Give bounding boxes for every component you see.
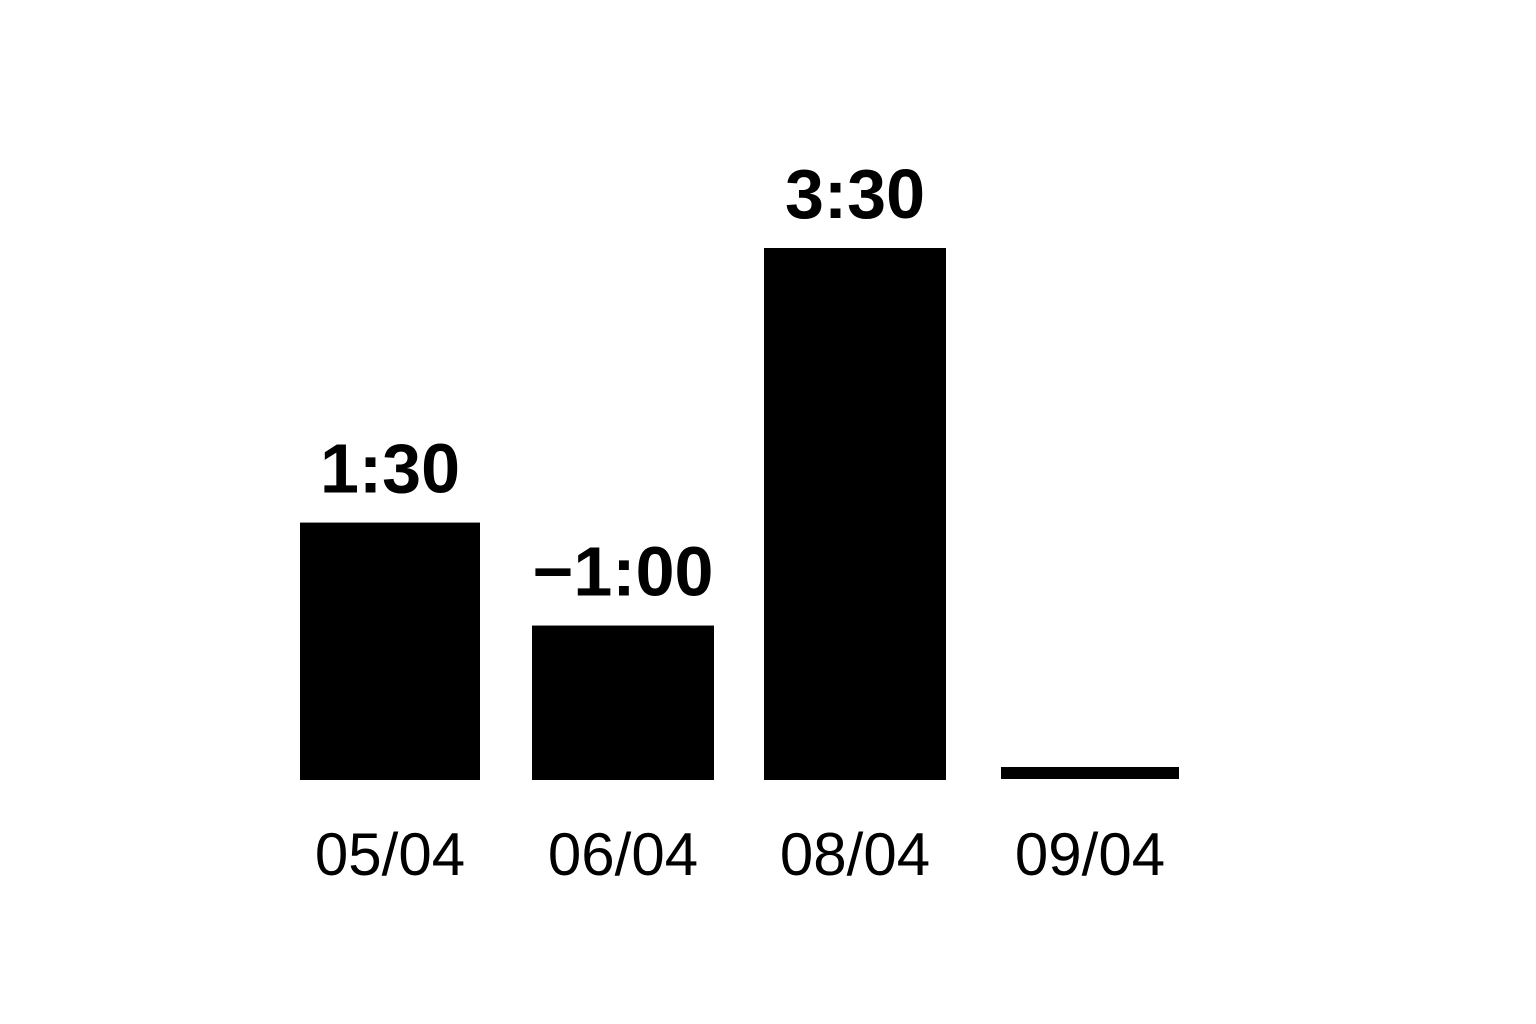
value-label-05-04: 1:30 [320,430,460,508]
tick-labels-layer: 05/04 06/04 08/04 09/04 [315,821,1165,888]
bar-08-04 [764,248,946,780]
x-tick-label-05-04: 05/04 [315,821,465,888]
value-labels-layer: 1:30 −1:00 3:30 [320,155,925,611]
x-tick-label-08-04: 08/04 [780,821,930,888]
value-label-06-04: −1:00 [533,533,714,611]
x-tick-label-06-04: 06/04 [548,821,698,888]
value-label-08-04: 3:30 [785,155,925,233]
bars-layer [300,248,1179,780]
bar-06-04 [532,625,714,780]
bar-09-04 [1001,766,1179,779]
bar-05-04 [300,522,480,780]
x-tick-label-09-04: 09/04 [1015,821,1165,888]
